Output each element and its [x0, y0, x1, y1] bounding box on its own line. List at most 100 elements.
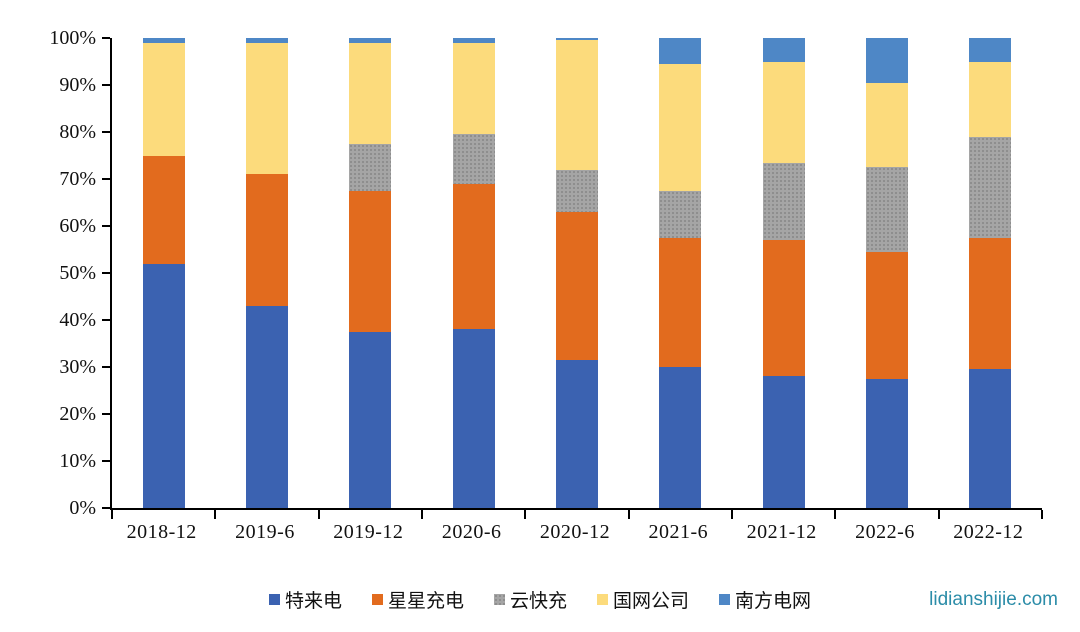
legend-item-xingxing-chongdian: 星星充电 [371, 586, 464, 613]
segment-nanfang-dianwang-2020-6 [452, 38, 495, 43]
segment-telaidian-2021-6 [659, 367, 702, 508]
segment-guowang-gongsi-2019-6 [245, 42, 288, 175]
y-axis-tick-label: 90% [59, 74, 96, 96]
legend-label-nanfang-dianwang: 南方电网 [735, 591, 812, 612]
segment-telaidian-2020-6 [452, 329, 495, 508]
y-axis-tick-label: 50% [59, 262, 96, 284]
segment-nanfang-dianwang-2020-12 [555, 38, 598, 41]
y-axis-tick-label: 30% [59, 356, 96, 378]
y-axis-tick [102, 413, 110, 415]
x-axis-tick [214, 510, 217, 519]
legend-marker-xingxing-chongdian [371, 594, 383, 605]
x-axis-tick-label: 2021-6 [648, 521, 709, 543]
y-axis-tick-label: 40% [59, 309, 96, 331]
x-axis-tick-label: 2020-12 [539, 521, 611, 543]
segment-guowang-gongsi-2019-12 [349, 42, 392, 144]
y-axis-tick [102, 84, 110, 86]
segment-xingxing-chongdian-2019-12 [349, 190, 392, 332]
segment-yunkuaichong-2020-12 [555, 169, 598, 212]
segment-telaidian-2020-12 [555, 359, 598, 508]
segment-guowang-gongsi-2021-12 [762, 61, 805, 163]
x-axis-tick-label: 2018-12 [126, 521, 197, 543]
segment-yunkuaichong-2020-6 [452, 134, 495, 184]
segment-guowang-gongsi-2022-6 [865, 82, 908, 168]
bar-2021-6 [629, 38, 732, 508]
segment-telaidian-2022-6 [865, 378, 908, 508]
segment-xingxing-chongdian-2022-6 [865, 251, 908, 379]
legend-item-yunkuaichong: 云快充 [493, 586, 567, 613]
bar-2020-12 [525, 38, 628, 508]
segment-guowang-gongsi-2020-12 [555, 40, 598, 170]
legend-label-xingxing-chongdian: 星星充电 [387, 591, 464, 612]
y-axis-tick-label: 10% [59, 450, 96, 472]
y-axis-tick [102, 178, 110, 180]
legend-label-yunkuaichong: 云快充 [509, 591, 567, 612]
legend-item-nanfang-dianwang: 南方电网 [719, 586, 811, 613]
x-axis-tick-label: 2022-6 [855, 521, 915, 543]
legend-marker-telaidian [268, 594, 280, 605]
segment-xingxing-chongdian-2019-6 [245, 174, 288, 306]
segment-nanfang-dianwang-2018-12 [142, 38, 185, 43]
x-axis-tick-label: 2020-6 [441, 521, 502, 543]
segment-yunkuaichong-2021-6 [659, 190, 702, 238]
segment-xingxing-chongdian-2022-12 [969, 237, 1012, 370]
x-axis-tick-label: 2019-6 [235, 521, 295, 543]
y-axis-tick [102, 131, 110, 133]
bar-2022-6 [835, 38, 938, 508]
y-axis-tick-label: 0% [69, 497, 96, 519]
segment-yunkuaichong-2022-12 [969, 136, 1012, 238]
y-axis-tick [102, 37, 110, 39]
segment-telaidian-2022-12 [969, 369, 1012, 508]
segment-telaidian-2019-6 [245, 305, 288, 508]
segment-nanfang-dianwang-2021-6 [659, 38, 702, 64]
segment-xingxing-chongdian-2020-6 [452, 183, 495, 330]
legend-label-guowang-gongsi: 国网公司 [613, 591, 690, 612]
y-axis-tick-label: 70% [59, 168, 96, 190]
segment-yunkuaichong-2022-6 [865, 167, 908, 252]
legend-marker-guowang-gongsi [597, 594, 608, 605]
y-axis-labels: 0% 10% 20% 30% 40% 50% 60% 70% 80% 90% 100% [0, 0, 96, 632]
bar-2019-6 [215, 38, 318, 508]
x-axis-tick [317, 510, 320, 519]
segment-nanfang-dianwang-2021-12 [762, 38, 805, 62]
legend-marker-yunkuaichong [493, 594, 505, 605]
plot-area [102, 37, 1043, 519]
x-axis-tick [111, 510, 113, 519]
segment-telaidian-2021-12 [762, 376, 805, 508]
bar-2018-12 [112, 38, 215, 508]
legend-label-telaidian: 特来电 [284, 591, 342, 612]
segment-nanfang-dianwang-2019-12 [349, 38, 392, 43]
segment-telaidian-2018-12 [142, 263, 185, 508]
legend-marker-nanfang-dianwang [719, 594, 731, 605]
y-axis-tick [102, 319, 110, 321]
segment-telaidian-2019-12 [349, 331, 392, 508]
y-axis-tick-label: 80% [59, 121, 96, 143]
y-axis-tick [102, 460, 110, 462]
legend: 特来电 星星充电 云快充 国网公司 南方电网 [0, 586, 1080, 613]
segment-guowang-gongsi-2022-12 [969, 61, 1012, 137]
segment-guowang-gongsi-2020-6 [452, 42, 495, 135]
x-axis-tick [421, 510, 423, 519]
x-axis-tick [627, 510, 630, 519]
bar-2019-12 [319, 38, 422, 508]
segment-guowang-gongsi-2018-12 [142, 42, 185, 156]
segment-nanfang-dianwang-2022-12 [969, 38, 1012, 62]
y-axis-tick-label: 60% [59, 215, 96, 237]
segment-nanfang-dianwang-2019-6 [245, 38, 288, 43]
y-axis-tick [102, 366, 110, 368]
y-axis-tick [102, 225, 110, 227]
legend-item-guowang-gongsi: 国网公司 [597, 586, 689, 613]
segment-xingxing-chongdian-2021-6 [659, 237, 702, 367]
watermark: lidianshijie.com [929, 589, 1058, 610]
y-axis-tick [102, 507, 110, 509]
y-axis-tick [102, 272, 110, 274]
x-axis-tick [834, 510, 837, 519]
x-axis-tick [1041, 510, 1043, 519]
segment-nanfang-dianwang-2022-6 [865, 38, 908, 83]
x-axis-tick-label: 2022-12 [953, 521, 1024, 543]
bar-2022-12 [939, 38, 1042, 508]
segment-yunkuaichong-2019-12 [349, 143, 392, 191]
x-axis-tick [731, 510, 733, 519]
x-axis-tick [937, 510, 940, 519]
